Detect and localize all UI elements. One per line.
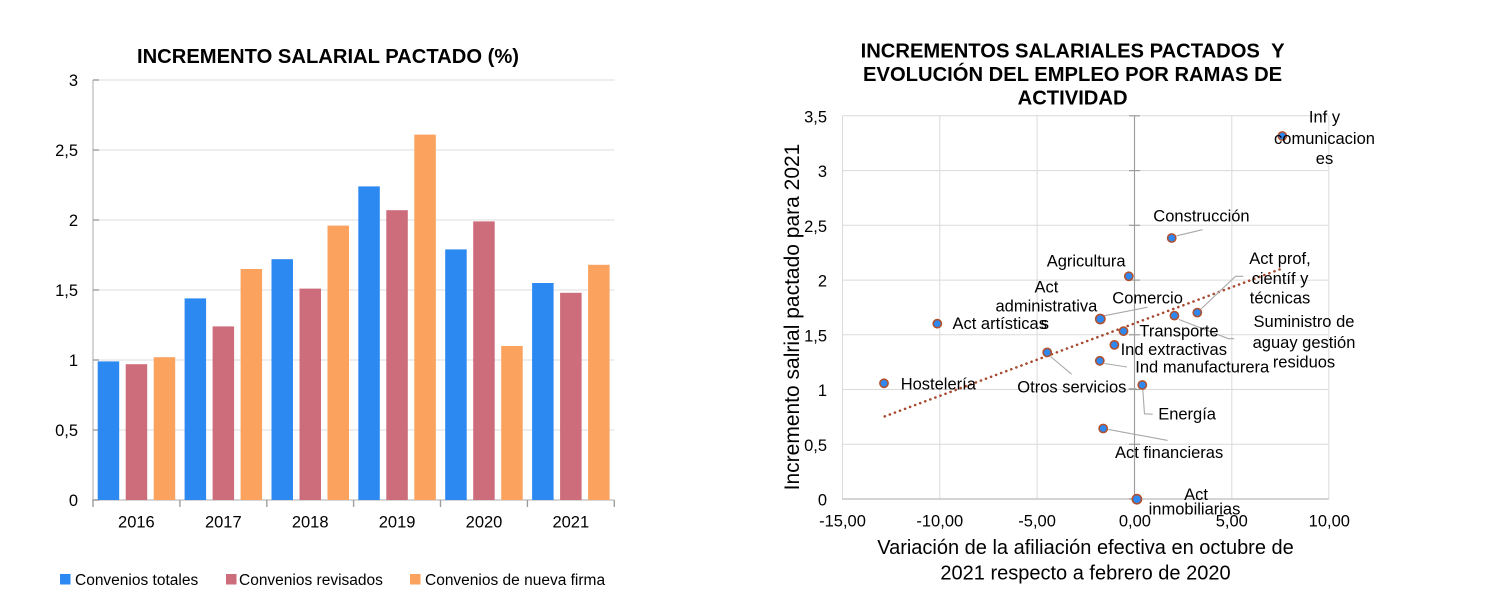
svg-text:residuos: residuos xyxy=(1273,354,1335,372)
svg-text:-10,00: -10,00 xyxy=(916,513,963,531)
svg-text:2,5: 2,5 xyxy=(804,218,827,236)
svg-text:0: 0 xyxy=(69,492,78,510)
svg-text:Transporte: Transporte xyxy=(1139,323,1218,341)
svg-text:3: 3 xyxy=(69,72,78,90)
svg-text:EVOLUCIÓN DEL EMPLEO POR RAMAS: EVOLUCIÓN DEL EMPLEO POR RAMAS DE xyxy=(863,62,1282,86)
svg-text:INCREMENTOS SALARIALES PACTADO: INCREMENTOS SALARIALES PACTADOS Y xyxy=(861,41,1286,63)
svg-text:2018: 2018 xyxy=(292,514,329,532)
svg-text:2: 2 xyxy=(69,212,78,230)
svg-text:1,5: 1,5 xyxy=(804,327,827,345)
svg-text:-5,00: -5,00 xyxy=(1018,513,1056,531)
svg-text:0,5: 0,5 xyxy=(804,437,827,455)
svg-text:0,5: 0,5 xyxy=(55,422,78,440)
svg-text:1: 1 xyxy=(69,352,78,370)
svg-text:Act: Act xyxy=(1184,486,1208,504)
svg-text:10,00: 10,00 xyxy=(1309,513,1350,531)
svg-text:Otros servicios: Otros servicios xyxy=(1017,379,1126,397)
svg-text:5,00: 5,00 xyxy=(1216,513,1248,531)
svg-text:INCREMENTO SALARIAL PACTADO (%: INCREMENTO SALARIAL PACTADO (%) xyxy=(137,46,519,68)
svg-text:3,5: 3,5 xyxy=(804,108,827,126)
svg-text:técnicas: técnicas xyxy=(1250,290,1311,308)
svg-text:inmobiliarias: inmobiliarias xyxy=(1149,501,1241,519)
svg-text:2021: 2021 xyxy=(552,514,589,532)
svg-text:1: 1 xyxy=(818,382,827,400)
svg-text:1,5: 1,5 xyxy=(55,282,78,300)
svg-text:Act: Act xyxy=(1034,279,1058,297)
svg-text:2017: 2017 xyxy=(205,514,242,532)
svg-text:Ind manufacturera: Ind manufacturera xyxy=(1135,359,1270,377)
svg-text:2016: 2016 xyxy=(118,514,155,532)
svg-text:0: 0 xyxy=(818,492,827,510)
svg-text:Convenios totales: Convenios totales xyxy=(75,572,198,589)
svg-text:Convenios revisados: Convenios revisados xyxy=(239,572,383,589)
svg-text:científ y: científ y xyxy=(1252,270,1310,288)
svg-text:-15,00: -15,00 xyxy=(819,513,866,531)
svg-text:administrativa: administrativa xyxy=(996,298,1099,316)
svg-text:Hostelería: Hostelería xyxy=(901,376,977,394)
svg-text:2020: 2020 xyxy=(466,514,503,532)
svg-text:2,5: 2,5 xyxy=(55,142,78,160)
svg-text:Suministro de: Suministro de xyxy=(1254,313,1355,331)
svg-text:Act financieras: Act financieras xyxy=(1115,444,1223,462)
svg-text:3: 3 xyxy=(818,163,827,181)
svg-text:2019: 2019 xyxy=(379,514,416,532)
svg-text:Act prof,: Act prof, xyxy=(1249,250,1310,268)
svg-text:Ind extractivas: Ind extractivas xyxy=(1121,341,1227,359)
svg-text:0,00: 0,00 xyxy=(1119,513,1151,531)
svg-text:Energía: Energía xyxy=(1158,406,1217,424)
svg-text:2021 respecto a febrero de 202: 2021 respecto a febrero de 2020 xyxy=(940,563,1230,585)
svg-text:Agricultura: Agricultura xyxy=(1047,253,1127,271)
svg-text:es: es xyxy=(1316,150,1333,168)
svg-text:2: 2 xyxy=(818,273,827,291)
svg-text:Act artísticas: Act artísticas xyxy=(953,315,1047,333)
svg-text:ACTIVIDAD: ACTIVIDAD xyxy=(1018,88,1128,110)
svg-text:Incremento salrial pactado par: Incremento salrial pactado para 2021 xyxy=(781,144,804,491)
svg-text:Construcción: Construcción xyxy=(1153,208,1249,226)
svg-text:Comercio: Comercio xyxy=(1112,290,1183,308)
svg-text:Inf y: Inf y xyxy=(1309,109,1341,127)
svg-text:Variación de la afiliación efe: Variación de la afiliación efectiva en o… xyxy=(877,537,1294,559)
svg-text:Convenios de nueva firma: Convenios de nueva firma xyxy=(425,572,605,589)
svg-text:aguay gestión: aguay gestión xyxy=(1253,334,1356,352)
svg-text:s: s xyxy=(1041,315,1049,333)
svg-text:comunicacion: comunicacion xyxy=(1274,130,1375,148)
